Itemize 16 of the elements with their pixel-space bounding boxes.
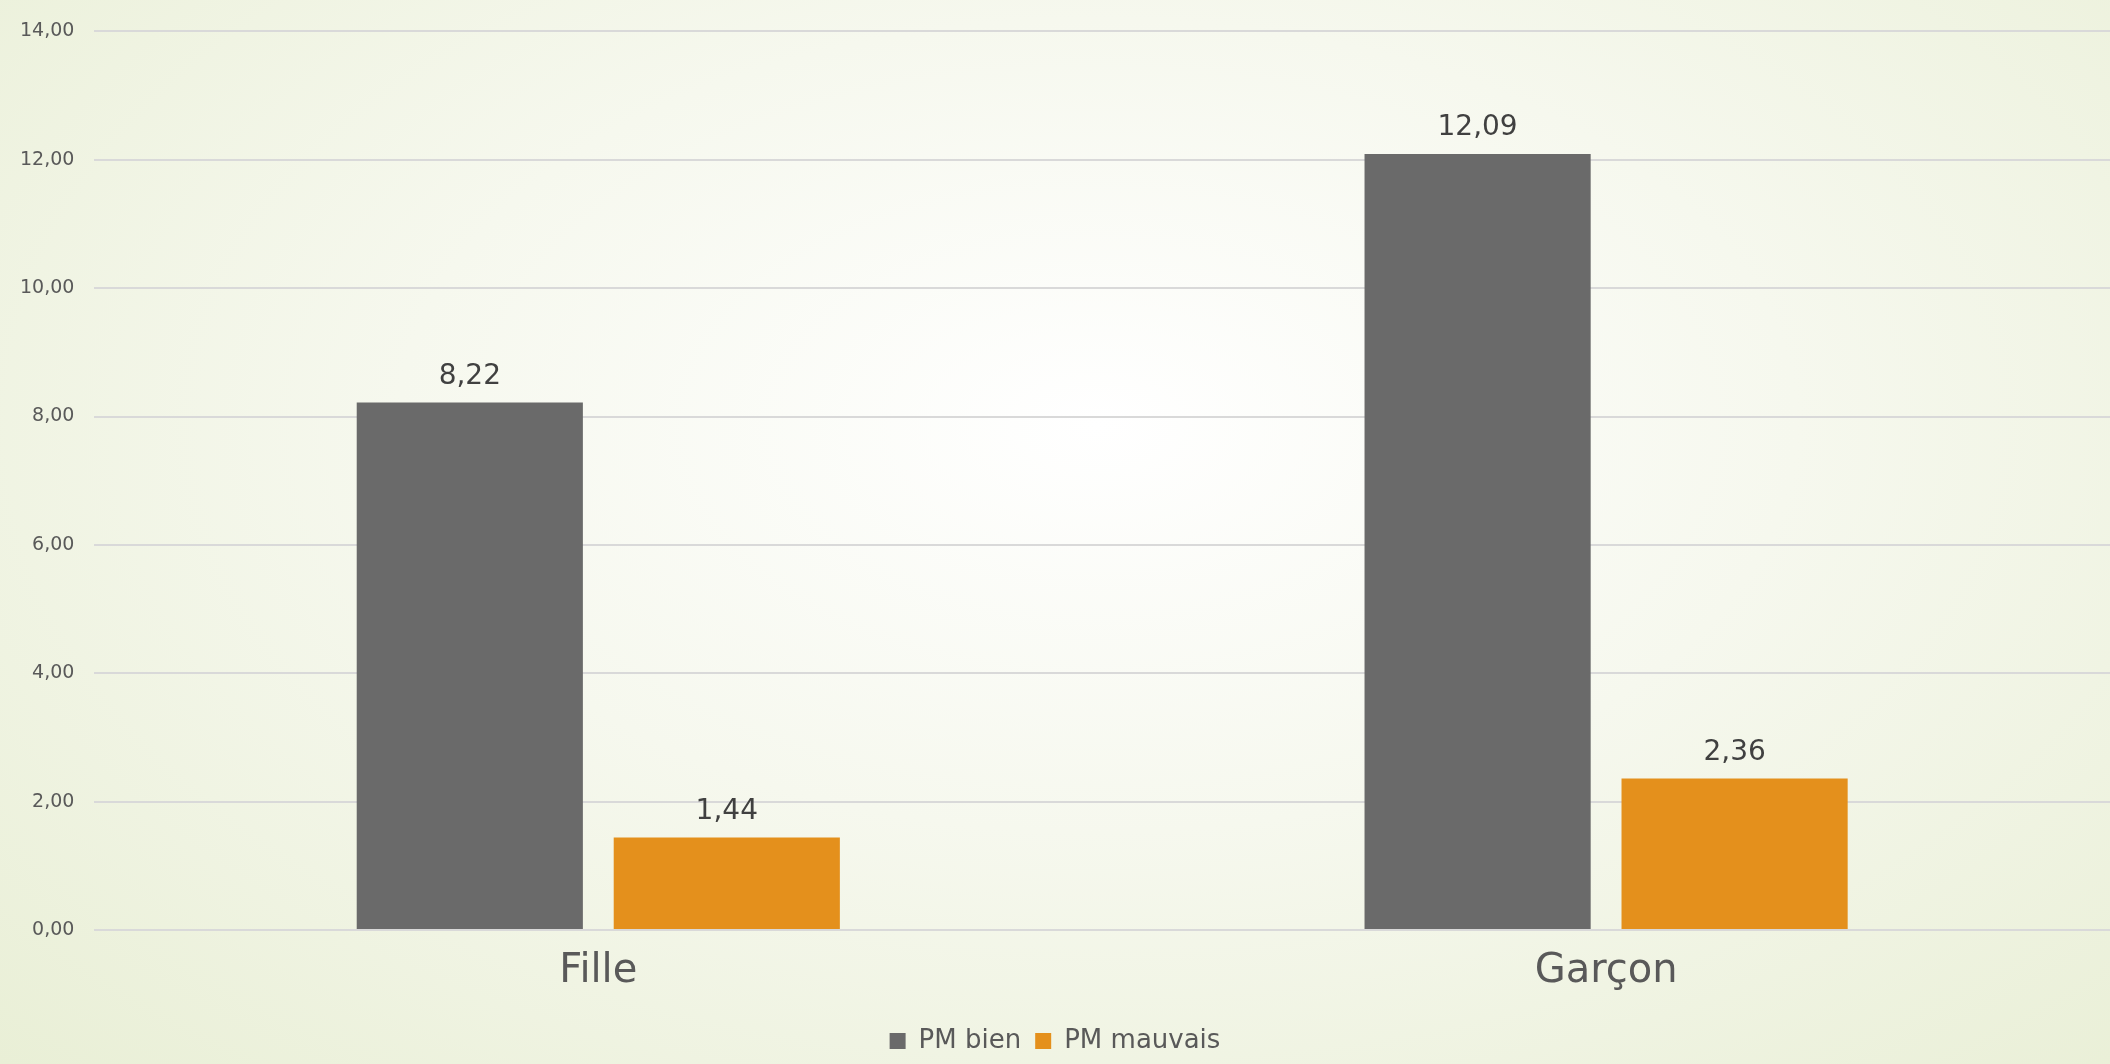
y-tick-label: 10,00 (19, 275, 75, 298)
legend-label: PM mauvais (1064, 1023, 1221, 1054)
y-tick-label: 8,00 (32, 403, 75, 426)
legend-label: PM bien (918, 1023, 1022, 1054)
y-tick-label: 14,00 (19, 18, 75, 41)
x-tick-label: Garçon (1534, 945, 1678, 992)
data-label: 12,09 (1437, 109, 1518, 143)
y-tick-label: 6,00 (32, 531, 75, 554)
data-label: 2,36 (1703, 733, 1766, 767)
data-label: 1,44 (695, 792, 758, 826)
y-tick-label: 0,00 (32, 916, 75, 939)
y-tick-label: 12,00 (19, 146, 75, 169)
y-tick-label: 4,00 (32, 660, 75, 683)
y-tick-label: 2,00 (32, 788, 75, 811)
data-label: 8,22 (438, 357, 501, 391)
x-tick-label: Fille (559, 945, 638, 992)
